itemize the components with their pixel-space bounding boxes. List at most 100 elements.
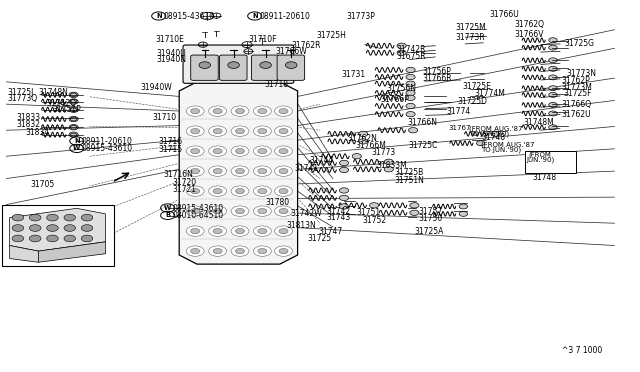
Circle shape (209, 206, 227, 217)
Text: 31710: 31710 (152, 113, 177, 122)
Text: 31725G: 31725G (564, 39, 595, 48)
Text: 31766P: 31766P (381, 95, 410, 104)
Text: 31725F: 31725F (563, 89, 592, 98)
Circle shape (410, 210, 419, 215)
Text: 31747: 31747 (318, 227, 342, 236)
Circle shape (406, 112, 415, 117)
Polygon shape (10, 246, 38, 262)
Text: 31774M: 31774M (474, 89, 505, 97)
Text: 31750: 31750 (419, 214, 443, 223)
Text: 31766R: 31766R (422, 74, 452, 83)
Circle shape (70, 117, 77, 121)
Text: 31731: 31731 (342, 70, 366, 79)
Text: 31721: 31721 (173, 185, 197, 194)
Circle shape (191, 189, 200, 194)
Circle shape (29, 214, 41, 221)
Circle shape (548, 66, 557, 71)
Circle shape (186, 246, 204, 256)
Circle shape (275, 246, 292, 256)
Text: 31773P: 31773P (347, 12, 376, 21)
Circle shape (548, 38, 557, 43)
Circle shape (339, 160, 349, 166)
Circle shape (236, 148, 244, 154)
Text: 31833M: 31833M (376, 161, 407, 170)
Circle shape (231, 246, 249, 256)
Circle shape (231, 126, 249, 137)
Circle shape (12, 225, 24, 231)
Circle shape (231, 226, 249, 236)
Text: 31742Q: 31742Q (46, 99, 76, 108)
Circle shape (260, 62, 271, 68)
Text: W: W (73, 145, 81, 151)
Circle shape (491, 131, 500, 137)
Circle shape (186, 186, 204, 196)
Circle shape (339, 204, 349, 209)
Circle shape (275, 146, 292, 156)
Text: N: N (252, 13, 257, 19)
Circle shape (275, 226, 292, 236)
Circle shape (548, 58, 557, 63)
Circle shape (397, 43, 406, 48)
Circle shape (213, 228, 222, 234)
Circle shape (548, 92, 557, 97)
Circle shape (64, 235, 76, 242)
Text: 31743: 31743 (326, 213, 351, 222)
Text: 31766Q: 31766Q (561, 100, 591, 109)
FancyBboxPatch shape (183, 45, 294, 83)
Text: (FROM AUG.'87: (FROM AUG.'87 (469, 125, 523, 132)
Circle shape (81, 225, 93, 231)
Text: 31762R: 31762R (291, 41, 321, 50)
Circle shape (459, 204, 468, 209)
Text: 31757: 31757 (419, 207, 443, 216)
Circle shape (258, 148, 267, 154)
Text: 31725H: 31725H (316, 31, 346, 40)
Circle shape (279, 148, 288, 154)
Text: 31766V: 31766V (515, 30, 544, 39)
Bar (2, 205, 114, 266)
Circle shape (406, 90, 415, 96)
Circle shape (253, 106, 271, 116)
Text: 31725D: 31725D (457, 97, 487, 106)
Circle shape (253, 126, 271, 137)
Circle shape (29, 235, 41, 242)
Circle shape (12, 235, 24, 242)
Circle shape (81, 235, 93, 242)
Text: 31762U: 31762U (561, 110, 591, 119)
Text: 31748M: 31748M (524, 118, 554, 126)
Text: 31766M: 31766M (356, 141, 387, 150)
Text: 31833: 31833 (16, 113, 40, 122)
Text: 31725A: 31725A (414, 227, 444, 236)
Text: 31710E: 31710E (156, 35, 184, 44)
Text: 08911-20610: 08911-20610 (259, 12, 310, 21)
Text: 31780: 31780 (266, 198, 290, 207)
Circle shape (69, 92, 78, 97)
Circle shape (213, 129, 222, 134)
Circle shape (548, 125, 557, 130)
Circle shape (236, 109, 244, 114)
Text: 08915-43610: 08915-43610 (82, 144, 133, 153)
Circle shape (275, 186, 292, 196)
Circle shape (191, 228, 200, 234)
Circle shape (47, 235, 58, 242)
Text: 31766W: 31766W (275, 47, 307, 56)
FancyBboxPatch shape (220, 55, 247, 80)
Circle shape (209, 146, 227, 156)
Bar (525, 151, 576, 173)
Circle shape (236, 208, 244, 214)
Circle shape (408, 128, 418, 133)
Circle shape (29, 225, 41, 231)
Text: 31748: 31748 (481, 133, 506, 142)
Circle shape (191, 129, 200, 134)
Text: 31725M: 31725M (456, 23, 486, 32)
Circle shape (186, 206, 204, 217)
Circle shape (236, 228, 244, 234)
Circle shape (548, 102, 557, 108)
Text: 31751N: 31751N (394, 176, 424, 185)
Polygon shape (38, 242, 106, 262)
Circle shape (69, 132, 78, 137)
Circle shape (191, 208, 200, 214)
Text: 08010-64510: 08010-64510 (173, 211, 224, 220)
Circle shape (228, 62, 239, 68)
Text: 31773N: 31773N (566, 69, 596, 78)
Text: W: W (164, 205, 172, 211)
